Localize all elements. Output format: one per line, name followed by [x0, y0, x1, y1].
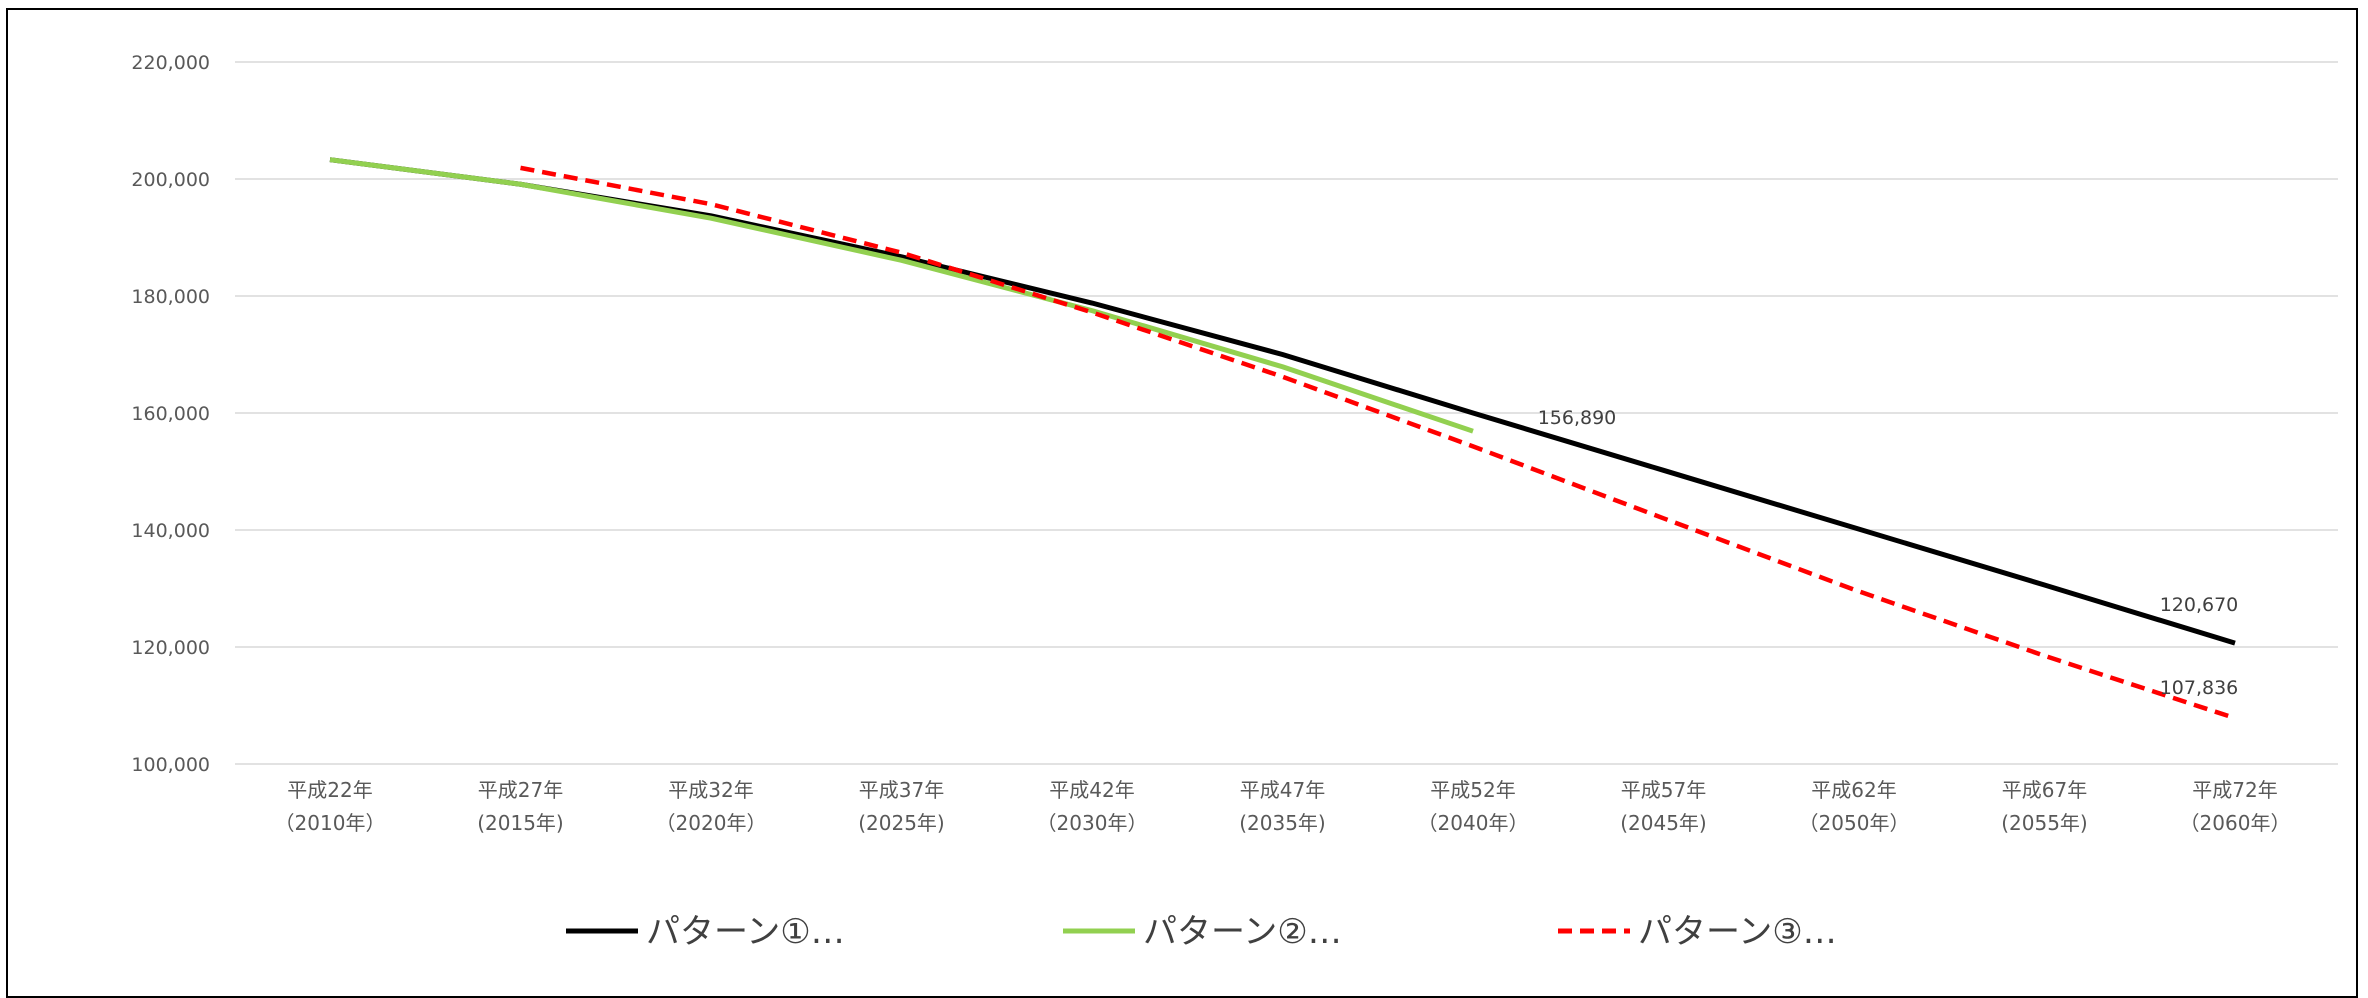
y-tick-label: 140,000 [131, 520, 210, 542]
legend-label: パターン①… [646, 912, 845, 952]
legend: パターン①… パターン②… パターン③… [566, 912, 1837, 952]
x-tick-label: 平成42年 [1049, 778, 1134, 802]
y-tick-label: 100,000 [131, 754, 210, 776]
x-tick-label: （2020年） [656, 811, 767, 835]
line-chart: 100,000 120,000 140,000 160,000 180,000 200,0… [131, 52, 2338, 952]
x-tick-label: 平成32年 [668, 778, 753, 802]
x-tick-label: (2045年) [1620, 811, 1707, 835]
x-tick-label: （2040年） [1418, 811, 1529, 835]
x-axis-tick-labels: 平成22年 （2010年） 平成27年 (2015年) 平成32年 （2020年） 平成37… [275, 778, 2291, 835]
x-tick-label: (2055年) [2001, 811, 2088, 835]
x-tick-label: 平成22年 [287, 778, 372, 802]
data-label: 120,670 [2160, 594, 2239, 616]
legend-label: パターン③… [1638, 912, 1837, 952]
x-tick-label: （2060年） [2180, 811, 2291, 835]
y-tick-label: 120,000 [131, 637, 210, 659]
x-tick-label: （2030年） [1037, 811, 1148, 835]
x-tick-label: (2035年) [1239, 811, 1326, 835]
x-tick-label: 平成57年 [1621, 778, 1706, 802]
x-tick-label: （2050年） [1799, 811, 1910, 835]
data-label: 107,836 [2160, 677, 2239, 699]
y-tick-label: 200,000 [131, 169, 210, 191]
gridlines [235, 61, 2338, 765]
chart-frame: 100,000 120,000 140,000 160,000 180,000 200,0… [6, 8, 2358, 998]
legend-label: パターン②… [1143, 912, 1342, 952]
x-tick-label: 平成27年 [478, 778, 563, 802]
y-axis-tick-labels: 100,000 120,000 140,000 160,000 180,000 200,0… [131, 52, 210, 776]
x-tick-label: 平成72年 [2192, 778, 2277, 802]
x-tick-label: 平成67年 [2002, 778, 2087, 802]
series-line-2 [329, 157, 1474, 434]
x-tick-label: 平成52年 [1430, 778, 1515, 802]
data-labels: 156,890 120,670 107,836 [1538, 407, 2239, 699]
x-tick-label: 平成47年 [1240, 778, 1325, 802]
x-tick-label: 平成37年 [859, 778, 944, 802]
y-tick-label: 180,000 [131, 286, 210, 308]
data-label: 156,890 [1538, 407, 1617, 429]
y-tick-label: 220,000 [131, 52, 210, 74]
x-tick-label: 平成62年 [1811, 778, 1896, 802]
x-tick-label: (2015年) [477, 811, 564, 835]
series-lines [329, 157, 2236, 721]
series-line-3 [520, 165, 2236, 721]
series-line-1 [329, 157, 2236, 646]
x-tick-label: (2025年) [858, 811, 945, 835]
x-tick-label: （2010年） [275, 811, 386, 835]
y-tick-label: 160,000 [131, 403, 210, 425]
